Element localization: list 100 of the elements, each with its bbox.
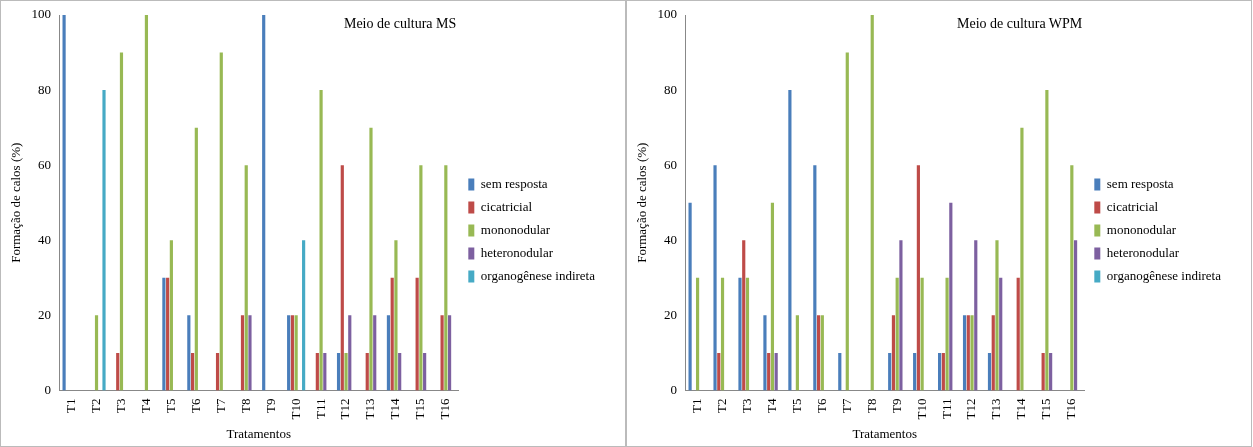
y-tick-label: 80 [664, 81, 678, 97]
bar [1016, 277, 1020, 391]
bar [888, 352, 892, 391]
bar [713, 165, 717, 391]
legend-label: cicatricial [1106, 198, 1159, 214]
bar [191, 352, 195, 391]
bar [369, 127, 373, 391]
bar [215, 352, 220, 391]
bar [974, 240, 978, 391]
x-tick-label: T1 [63, 398, 78, 413]
bar [423, 352, 427, 391]
bar [248, 315, 252, 391]
bar [166, 277, 170, 391]
x-tick-label: T9 [262, 398, 278, 413]
bar [169, 240, 173, 391]
bar [444, 165, 448, 391]
bar [813, 165, 817, 391]
bar [913, 352, 917, 391]
bar [945, 277, 949, 391]
bar [219, 52, 223, 391]
bar [187, 315, 191, 391]
y-tick-label: 80 [38, 81, 52, 97]
legend-label: heteronodular [1106, 244, 1180, 260]
bar [899, 240, 903, 391]
bar [262, 15, 266, 391]
bar [94, 315, 99, 391]
y-tick-label: 40 [664, 231, 678, 247]
x-tick-label: T8 [863, 398, 879, 413]
bar [373, 315, 377, 391]
bar [720, 277, 725, 391]
bar [162, 277, 166, 391]
y-tick-label: 0 [44, 381, 52, 397]
x-tick-label: T13 [362, 398, 378, 420]
bar [348, 315, 352, 391]
bar [745, 277, 750, 391]
bar [891, 315, 896, 391]
bar [788, 90, 792, 391]
bar [294, 315, 298, 391]
x-tick-label: T10 [287, 398, 303, 420]
y-axis-title: Formação de calos (%) [634, 142, 650, 263]
bar [419, 165, 423, 391]
bar [742, 240, 746, 391]
bar [870, 15, 874, 391]
x-tick-label: T15 [1038, 398, 1054, 420]
bar [688, 202, 692, 391]
x-tick-label: T16 [437, 397, 453, 420]
x-tick-label: T13 [988, 398, 1004, 420]
bar [365, 352, 369, 391]
x-axis-title: Tratamentos [226, 425, 291, 441]
bar [795, 315, 799, 391]
x-tick-label: T9 [888, 398, 904, 413]
bar [738, 277, 742, 391]
bar [999, 277, 1003, 391]
bar [240, 315, 245, 391]
x-axis-title: Tratamentos [852, 425, 917, 441]
bar [774, 352, 778, 391]
bar [394, 240, 398, 391]
bar [302, 240, 306, 391]
bar [962, 315, 967, 391]
bar [916, 165, 920, 391]
y-tick-label: 20 [38, 306, 52, 322]
x-tick-label: T12 [963, 398, 979, 420]
bar [340, 165, 344, 391]
bar [767, 352, 771, 391]
bar [717, 352, 721, 391]
bar [102, 90, 106, 391]
bar [390, 277, 394, 391]
legend-label: mononodular [1106, 221, 1177, 237]
bar [845, 52, 849, 391]
bar [895, 277, 899, 391]
x-tick-label: T15 [412, 398, 428, 420]
bar [315, 352, 319, 391]
y-tick-label: 100 [657, 6, 678, 22]
bar [838, 352, 842, 391]
x-tick-label: T2 [713, 398, 729, 413]
chart-title: Meio de cultura WPM [956, 15, 1083, 31]
x-tick-label: T16 [1063, 397, 1079, 420]
x-tick-label: T14 [387, 397, 403, 420]
y-tick-label: 60 [38, 156, 52, 172]
bar [415, 277, 419, 391]
x-tick-label: T4 [137, 397, 153, 413]
bar [344, 352, 348, 391]
x-tick-label: T3 [738, 398, 754, 413]
bar [116, 352, 120, 391]
bar [770, 202, 775, 391]
bar [987, 352, 992, 391]
bar [1041, 352, 1045, 391]
bar [119, 52, 124, 391]
x-tick-label: T6 [813, 397, 829, 413]
x-tick-label: T4 [763, 397, 779, 413]
bar [966, 315, 970, 391]
x-tick-label: T11 [938, 398, 954, 419]
bar [323, 352, 327, 391]
legend-label: sem resposta [480, 175, 548, 191]
bar [995, 240, 999, 391]
bar [1020, 127, 1024, 391]
bar [440, 315, 444, 391]
bar [244, 165, 248, 391]
x-tick-label: T7 [838, 397, 854, 413]
x-tick-label: T14 [1013, 397, 1029, 420]
